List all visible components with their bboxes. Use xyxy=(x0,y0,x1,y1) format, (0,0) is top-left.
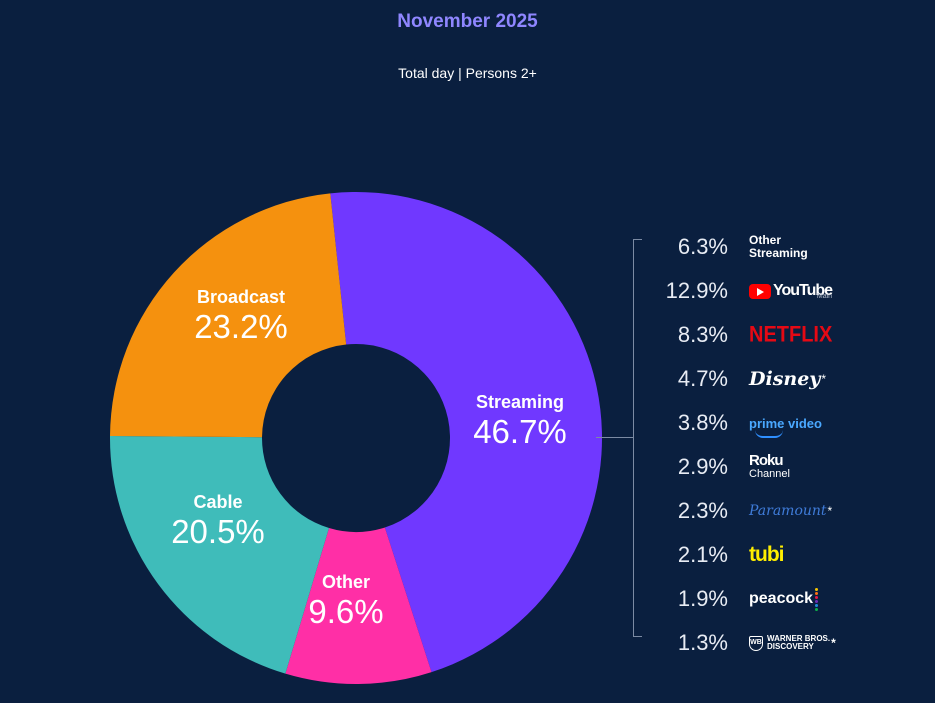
segment-value-streaming: 46.7% xyxy=(473,413,567,450)
breakdown-connector xyxy=(596,437,634,438)
segment-value-cable: 20.5% xyxy=(171,513,265,550)
breakdown-row-roku-channel: 2.9% Roku Channel xyxy=(632,448,862,484)
breakdown-bracket xyxy=(633,239,642,637)
breakdown-value: 1.3% xyxy=(677,630,728,655)
breakdown-value: 1.9% xyxy=(677,586,728,611)
segment-value-other: 9.6% xyxy=(308,593,383,630)
other-streaming-logo: Other Streaming xyxy=(749,233,808,260)
breakdown-row-disney: 4.7% Disney * xyxy=(632,360,862,396)
netflix-logo: NETFLIX xyxy=(749,322,833,347)
breakdown-value: 12.9% xyxy=(665,278,728,303)
breakdown-row-youtube: 12.9% YouTube Main xyxy=(632,272,862,308)
roku-channel-logo: Roku Channel xyxy=(749,451,790,480)
chart-subtitle: Total day | Persons 2+ xyxy=(398,65,537,81)
breakdown-row-prime-video: 3.8% prime video xyxy=(632,404,862,440)
segment-name-streaming: Streaming xyxy=(476,392,564,412)
segment-name-broadcast: Broadcast xyxy=(197,287,285,307)
breakdown-value: 2.3% xyxy=(677,498,728,523)
donut-segment-other xyxy=(285,527,432,684)
breakdown-row-tubi: 2.1% tubi xyxy=(632,536,862,572)
breakdown-row-peacock: 1.9% peacock xyxy=(632,580,862,616)
segment-value-broadcast: 23.2% xyxy=(194,308,288,345)
breakdown-row-netflix: 8.3% NETFLIX xyxy=(632,316,862,352)
streaming-breakdown-list: 6.3% Other Streaming 12.9% YouTube Main 8… xyxy=(632,220,862,660)
paramount-logo: Paramount * xyxy=(749,503,833,519)
breakdown-value: 2.9% xyxy=(677,454,728,479)
donut-segment-cable xyxy=(110,435,330,674)
tubi-logo: tubi xyxy=(749,543,784,566)
breakdown-row-warner-bros-discovery: 1.3% WB WARNER BROS. DISCOVERY * xyxy=(632,624,862,660)
youtube-play-icon xyxy=(749,283,771,299)
donut-segment-broadcast xyxy=(110,193,347,438)
youtube-logo: YouTube Main xyxy=(749,276,833,306)
prime-video-logo: prime video xyxy=(749,408,822,438)
youtube-sub-label: Main xyxy=(816,293,833,300)
chart-title: November 2025 xyxy=(397,11,538,32)
segment-name-other: Other xyxy=(322,572,370,592)
wb-shield-icon: WB xyxy=(749,635,763,651)
breakdown-row-paramount: 2.3% Paramount * xyxy=(632,492,862,528)
breakdown-value: 2.1% xyxy=(677,542,728,567)
breakdown-value: 3.8% xyxy=(677,410,728,435)
breakdown-value: 4.7% xyxy=(677,366,728,391)
breakdown-row-other-streaming: 6.3% Other Streaming xyxy=(632,228,862,264)
warner-bros-discovery-logo: WB WARNER BROS. DISCOVERY * xyxy=(749,634,836,651)
peacock-dots-icon xyxy=(815,587,819,611)
disney-logo: Disney * xyxy=(749,368,827,390)
peacock-logo: peacock xyxy=(749,584,819,614)
prime-smile-icon xyxy=(755,430,783,438)
breakdown-value: 8.3% xyxy=(677,322,728,347)
donut-segment-streaming xyxy=(330,192,602,673)
segment-name-cable: Cable xyxy=(193,492,242,512)
breakdown-value: 6.3% xyxy=(677,234,728,259)
